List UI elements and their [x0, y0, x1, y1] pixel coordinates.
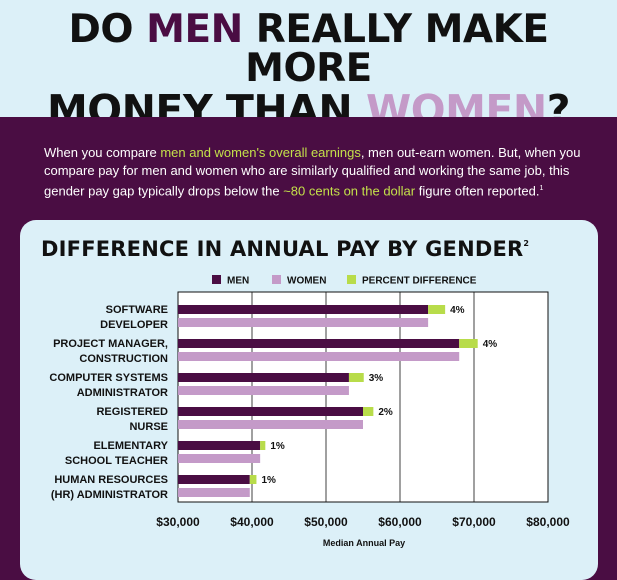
intro-footnote: 1: [539, 185, 544, 192]
bar-percent-difference: [260, 441, 266, 450]
x-tick-label: $40,000: [230, 515, 274, 529]
percent-difference-label: 1%: [261, 475, 276, 486]
intro-paragraph: When you compare men and women's overall…: [44, 144, 604, 200]
bar-men: [178, 339, 460, 348]
x-tick-label: $30,000: [156, 515, 200, 529]
x-axis-label: Median Annual Pay: [323, 538, 405, 548]
title-line-1: DO MEN REALLY MAKE MORE: [0, 10, 617, 88]
bar-women: [178, 318, 429, 327]
x-tick-label: $60,000: [378, 515, 422, 529]
bar-men: [178, 441, 261, 450]
header-band: [0, 0, 617, 117]
percent-difference-label: 1%: [270, 441, 285, 452]
percent-difference-label: 3%: [369, 373, 384, 384]
bar-percent-difference: [459, 339, 478, 348]
percent-difference-label: 4%: [450, 305, 465, 316]
category-label-line-1: HUMAN RESOURCES: [54, 474, 168, 486]
category-label-line-1: ELEMENTARY: [93, 440, 168, 452]
bar-women: [178, 488, 250, 497]
bar-women: [178, 420, 363, 429]
percent-difference-label: 4%: [483, 339, 498, 350]
chart-title-text: DIFFERENCE IN ANNUAL PAY BY GENDER: [41, 237, 524, 261]
bar-men: [178, 475, 250, 484]
category-label-line-1: REGISTERED: [96, 406, 168, 418]
intro-highlight-1: men and women's overall earnings: [160, 145, 361, 160]
bar-percent-difference: [348, 373, 364, 382]
legend-swatch-men: [212, 275, 221, 284]
chart-title-footnote: 2: [523, 239, 530, 248]
bar-percent-difference: [428, 305, 446, 314]
x-tick-label: $70,000: [452, 515, 496, 529]
category-label-line-1: SOFTWARE: [106, 304, 168, 316]
category-label-line-2: DEVELOPER: [100, 319, 168, 331]
chart-title: DIFFERENCE IN ANNUAL PAY BY GENDER2: [41, 237, 529, 261]
category-label-line-2: CONSTRUCTION: [79, 353, 168, 365]
intro-text-1: When you compare: [44, 145, 161, 160]
x-tick-label: $80,000: [526, 515, 570, 529]
percent-difference-label: 2%: [378, 407, 393, 418]
legend-label-percent-difference: PERCENT DIFFERENCE: [362, 276, 477, 287]
category-label-line-2: NURSE: [129, 421, 168, 433]
intro-text-3: figure often reported.: [415, 183, 540, 199]
title-text-a: DO: [68, 7, 147, 52]
bar-women: [178, 454, 261, 463]
category-label-line-1: PROJECT MANAGER,: [53, 338, 168, 350]
bar-men: [178, 407, 363, 416]
bar-men: [178, 373, 349, 382]
intro-text-2: , men out-earn women. But, when you comp…: [44, 145, 581, 199]
legend-label-women: WOMEN: [287, 276, 326, 287]
title-word-men: MEN: [146, 7, 243, 52]
title-text-c: REALLY MAKE MORE: [242, 7, 549, 91]
page-title: DO MEN REALLY MAKE MORE MONEY THAN WOMEN…: [0, 10, 617, 131]
category-label-line-2: (HR) ADMINISTRATOR: [51, 489, 168, 501]
legend-label-men: MEN: [227, 276, 249, 287]
legend-swatch-percent-difference: [347, 275, 356, 284]
bar-men: [178, 305, 429, 314]
legend-swatch-women: [272, 275, 281, 284]
intro-highlight-2: ~80 cents on the dollar: [283, 183, 416, 199]
bar-women: [178, 386, 349, 395]
category-label-line-2: SCHOOL TEACHER: [65, 455, 168, 467]
category-label-line-1: COMPUTER SYSTEMS: [49, 372, 168, 384]
bar-percent-difference: [363, 407, 374, 416]
bar-percent-difference: [249, 475, 257, 484]
bar-women: [178, 352, 460, 361]
category-label-line-2: ADMINISTRATOR: [77, 387, 168, 399]
x-tick-label: $50,000: [304, 515, 348, 529]
